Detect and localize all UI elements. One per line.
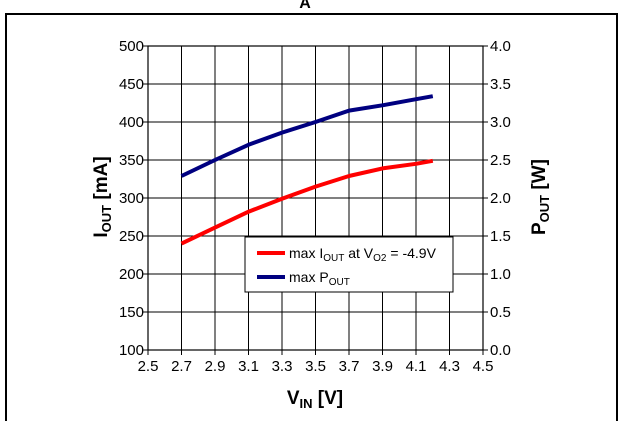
right-y-tick-label: 0.0 xyxy=(490,342,511,359)
x-tick-label: 4.1 xyxy=(406,358,427,375)
series-line-power xyxy=(180,94,434,178)
left-y-axis-title-unit: [mA] xyxy=(91,156,112,205)
right-y-tick-label: 0.5 xyxy=(490,304,511,321)
right-y-axis-title: POUT [W] xyxy=(529,159,552,235)
right-y-tick-label: 2.5 xyxy=(490,152,511,169)
x-tick-label: 3.9 xyxy=(372,358,393,375)
x-tick-label: 3.7 xyxy=(339,358,360,375)
series-lines xyxy=(180,94,434,246)
left-y-tick-label: 200 xyxy=(119,266,144,283)
x-axis-title: VIN [V] xyxy=(287,388,343,411)
legend: max IOUT at VO2 = -4.9V max POUT xyxy=(244,236,454,293)
right-y-axis-title-main: P xyxy=(529,222,550,235)
right-y-tick-label: 2.0 xyxy=(490,190,511,207)
right-y-tick-label: 1.0 xyxy=(490,266,511,283)
right-y-axis-title-unit: [W] xyxy=(529,159,550,195)
right-y-axis-title-sub: OUT xyxy=(537,195,552,223)
left-y-tick-label: 350 xyxy=(119,152,144,169)
left-y-axis-title: IOUT [mA] xyxy=(91,156,114,237)
left-y-tick-label: 150 xyxy=(119,304,144,321)
left-y-tick-label: 500 xyxy=(119,38,144,55)
tick-marks xyxy=(143,45,488,355)
x-axis-title-unit: [V] xyxy=(313,388,344,409)
left-y-tick-label: 300 xyxy=(119,190,144,207)
left-y-axis-title-sub: OUT xyxy=(99,205,114,233)
left-y-tick-label: 250 xyxy=(119,228,144,245)
x-tick-label: 2.9 xyxy=(205,358,226,375)
legend-label-power: max POUT xyxy=(289,269,350,288)
x-axis-title-main: V xyxy=(287,388,300,409)
legend-label-current: max IOUT at VO2 = -4.9V xyxy=(289,245,437,264)
right-y-tick-labels: 0.0 0.5 1.0 1.5 2.0 2.5 3.0 3.5 4.0 xyxy=(490,38,511,359)
x-tick-label: 2.7 xyxy=(171,358,192,375)
left-y-tick-labels: 100 150 200 250 300 350 400 450 500 xyxy=(119,38,144,359)
x-tick-label: 4.3 xyxy=(439,358,460,375)
left-y-axis-title-main: I xyxy=(91,232,112,237)
header-letter: A xyxy=(299,0,311,12)
x-tick-label: 3.3 xyxy=(272,358,293,375)
x-tick-labels: 2.5 2.7 2.9 3.1 3.3 3.5 3.7 3.9 4.1 4.3 4.5 xyxy=(138,358,494,375)
left-y-tick-label: 450 xyxy=(119,76,144,93)
left-y-tick-label: 100 xyxy=(119,342,144,359)
grid xyxy=(147,45,484,351)
x-tick-label: 2.5 xyxy=(138,358,159,375)
x-tick-label: 4.5 xyxy=(473,358,494,375)
right-y-tick-label: 4.0 xyxy=(490,38,511,55)
x-tick-label: 3.1 xyxy=(238,358,259,375)
right-y-tick-label: 3.5 xyxy=(490,76,511,93)
right-y-tick-label: 1.5 xyxy=(490,228,511,245)
series-line-current xyxy=(180,158,434,246)
x-tick-label: 3.5 xyxy=(305,358,326,375)
left-y-tick-label: 400 xyxy=(119,114,144,131)
right-y-tick-label: 3.0 xyxy=(490,114,511,131)
legend-box xyxy=(244,236,454,293)
x-axis-title-sub: IN xyxy=(300,396,313,411)
